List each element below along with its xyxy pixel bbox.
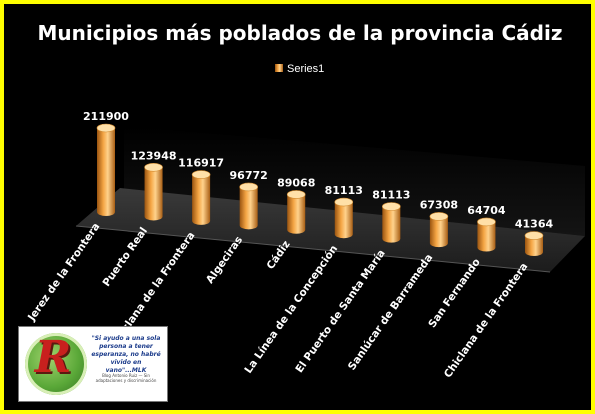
back-wall [124,126,585,236]
bar [191,170,211,225]
bar-top [334,197,354,207]
category-label: Chiclana de la Frontera [442,261,531,380]
chart: Municipios más poblados de la provincia … [25,21,585,380]
data-label: 41364 [515,218,554,231]
bar-top [286,190,306,199]
data-label: 116917 [178,157,224,170]
bar-body [239,186,258,230]
logo: R "Si ayudo a una sola persona a tener e… [18,326,168,402]
bar-body [97,128,115,216]
data-label: 81113 [325,184,363,197]
bar [382,202,401,243]
bar [524,231,544,256]
category-label: El Puerto de Santa María [293,248,387,376]
bar-top [382,202,401,211]
bar-body [525,235,543,256]
data-label: 64704 [467,204,506,217]
bar-top [144,163,163,172]
bar-top [191,170,211,179]
category-label: San Fernando [426,256,483,330]
category-label: Jerez de la Frontera [25,221,102,324]
bar-body [144,167,163,221]
data-label: 123948 [131,149,177,162]
data-label: 211900 [83,110,129,123]
bar [239,182,258,230]
bar-body [334,202,353,239]
category-label: La Línea de la Concepción [242,243,340,376]
bar [96,123,116,216]
bar [334,197,354,239]
bar-body [477,221,496,252]
category-label: Puerto Real [100,225,150,289]
logo-quote: "Si ayudo a una sola persona a tener esp… [91,335,161,374]
data-label: 81113 [372,189,410,202]
bar [477,217,496,252]
bar [286,190,306,234]
chart-frame: Municipios más poblados de la provincia … [4,4,591,410]
chart-title: Municipios más poblados de la provincia … [38,21,563,45]
logo-letter: R [34,332,72,383]
legend: Series1 [275,63,324,75]
bar [429,212,449,248]
category-label: Sanlúcar de Barrameda [346,252,435,373]
data-label: 96772 [230,169,268,182]
category-label: Algeciras [204,234,245,286]
bar [144,163,163,221]
bar-top [429,212,449,221]
logo-emblem [25,333,87,395]
bar-body [192,174,211,225]
bar-body [382,206,401,243]
bar-body [287,194,306,234]
bar-body [429,216,448,248]
bars [96,123,544,256]
bar-top [239,182,258,192]
bar-top [477,217,496,227]
bar-top [524,231,544,240]
data-label: 89068 [277,176,315,189]
legend-label: Series1 [287,63,324,75]
bar-top [96,123,116,133]
legend-swatch [275,64,283,72]
floor-edge [75,225,551,273]
data-label: 67308 [420,198,458,211]
logo-subtitle: Blog Antonio Ruiz — Sin adaptaciones y d… [95,373,157,383]
